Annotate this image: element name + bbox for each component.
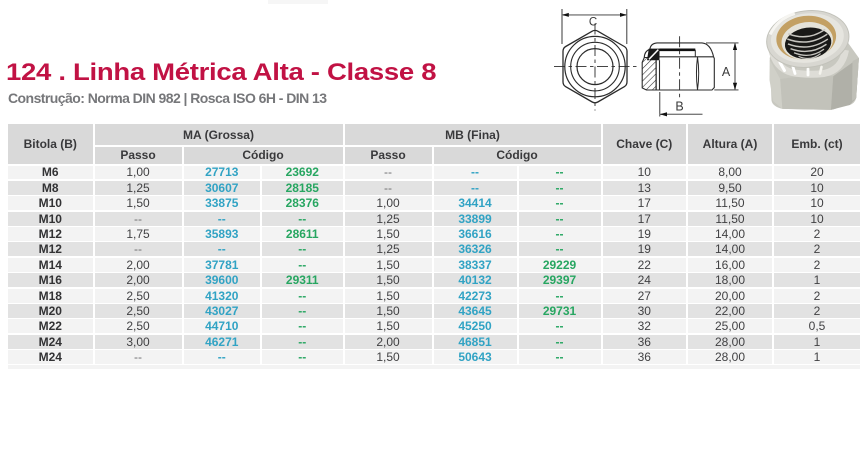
svg-text:B: B: [675, 100, 683, 114]
svg-text:A: A: [722, 65, 731, 79]
svg-text:C: C: [589, 17, 597, 29]
